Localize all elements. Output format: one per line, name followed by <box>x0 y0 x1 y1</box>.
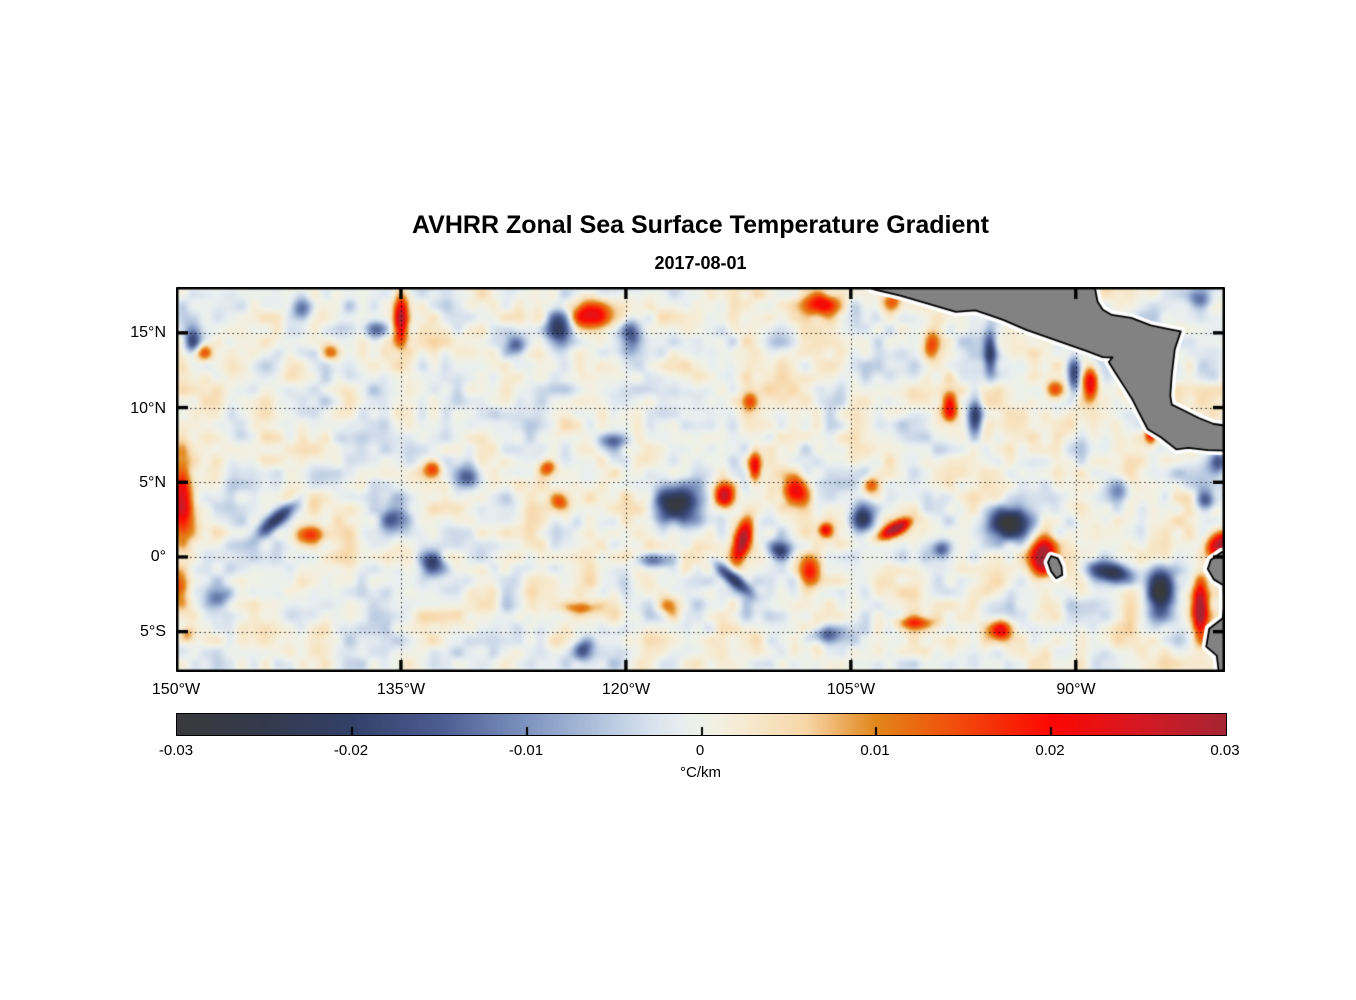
colorbar <box>176 713 1227 736</box>
y-tick-label-15n: 15°N <box>130 324 166 341</box>
x-tick-label-90w: 90°W <box>1056 681 1096 698</box>
y-tick-label-0: 0° <box>150 548 166 565</box>
figure-subtitle: 2017-08-01 <box>654 253 747 273</box>
y-tick-label-5s: 5°S <box>140 623 166 640</box>
colorbar-label-n003: -0.03 <box>158 742 194 759</box>
colorbar-label-0: 0 <box>695 742 705 759</box>
x-tick-label-135w: 135°W <box>376 681 426 698</box>
colorbar-unit-label: °C/km <box>680 764 721 781</box>
colorbar-label-001: 0.01 <box>860 742 890 759</box>
x-tick-label-105w: 105°W <box>826 681 876 698</box>
colorbar-label-n002: -0.02 <box>333 742 369 759</box>
colorbar-label-002: 0.02 <box>1035 742 1065 759</box>
y-tick-label-5n: 5°N <box>139 474 166 491</box>
colorbar-label-003: 0.03 <box>1210 742 1240 759</box>
colorbar-label-n001: -0.01 <box>508 742 544 759</box>
x-tick-label-120w: 120°W <box>601 681 651 698</box>
map-plot-canvas <box>176 287 1225 672</box>
y-tick-label-10n: 10°N <box>130 400 166 417</box>
figure-title: AVHRR Zonal Sea Surface Temperature Grad… <box>411 211 989 239</box>
x-tick-label-150w: 150°W <box>151 681 201 698</box>
